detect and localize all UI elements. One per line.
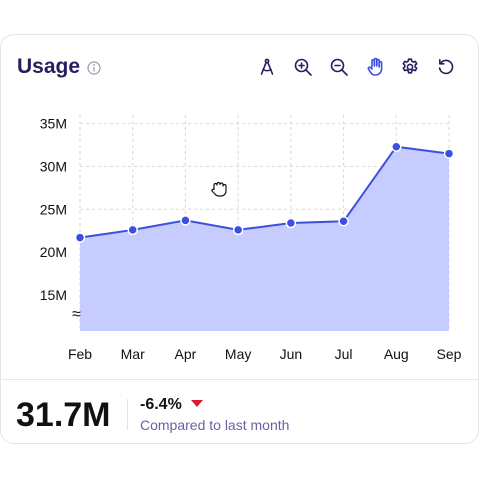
summary-divider xyxy=(0,379,479,380)
data-point-may[interactable] xyxy=(232,224,244,236)
info-icon[interactable] xyxy=(87,61,101,75)
x-tick-label: May xyxy=(225,346,251,362)
x-tick-label: Mar xyxy=(121,346,145,362)
reset-icon[interactable] xyxy=(434,55,458,79)
data-point-aug[interactable] xyxy=(391,141,402,152)
widget-title: Usage xyxy=(17,55,81,78)
x-tick-label: Feb xyxy=(68,346,92,362)
y-tick-label: 30M xyxy=(40,158,67,174)
zoom-out-icon[interactable] xyxy=(327,55,351,79)
x-axis-ticks: Feb Mar Apr May Jun Jul Aug Sep xyxy=(68,346,462,362)
data-point-apr[interactable] xyxy=(180,215,191,226)
x-tick-label: Apr xyxy=(175,346,197,362)
lasso-select-icon[interactable] xyxy=(255,55,279,79)
comparison-caption: Compared to last month xyxy=(140,417,290,433)
data-point-feb[interactable] xyxy=(74,232,86,243)
x-tick-label: Jun xyxy=(280,346,303,362)
y-tick-label: 35M xyxy=(40,116,67,132)
data-point-sep[interactable] xyxy=(443,148,455,159)
y-axis-ticks: 35M 30M 25M 20M 15M xyxy=(40,116,67,303)
data-point-jul[interactable] xyxy=(338,216,349,227)
hand-pan-icon[interactable] xyxy=(363,55,387,79)
y-tick-label: 15M xyxy=(40,287,67,303)
gear-icon[interactable] xyxy=(398,55,422,79)
change-percent: -6.4% xyxy=(140,396,182,413)
y-tick-label: 20M xyxy=(40,244,67,260)
trend-down-icon xyxy=(191,400,203,407)
current-usage-value: 31.7M xyxy=(16,396,111,434)
data-points xyxy=(74,141,455,243)
data-point-jun[interactable] xyxy=(285,217,297,229)
x-tick-label: Jul xyxy=(335,346,353,362)
data-point-mar[interactable] xyxy=(127,224,138,236)
grab-cursor-icon xyxy=(211,181,227,197)
series-line xyxy=(79,145,450,239)
area-fill xyxy=(80,146,449,331)
zoom-in-icon[interactable] xyxy=(291,55,315,79)
axis-break-symbol: ≈ xyxy=(72,306,81,323)
x-tick-label: Sep xyxy=(437,346,462,362)
summary-separator xyxy=(127,399,128,430)
x-tick-label: Aug xyxy=(384,346,409,362)
y-tick-label: 25M xyxy=(40,201,67,217)
